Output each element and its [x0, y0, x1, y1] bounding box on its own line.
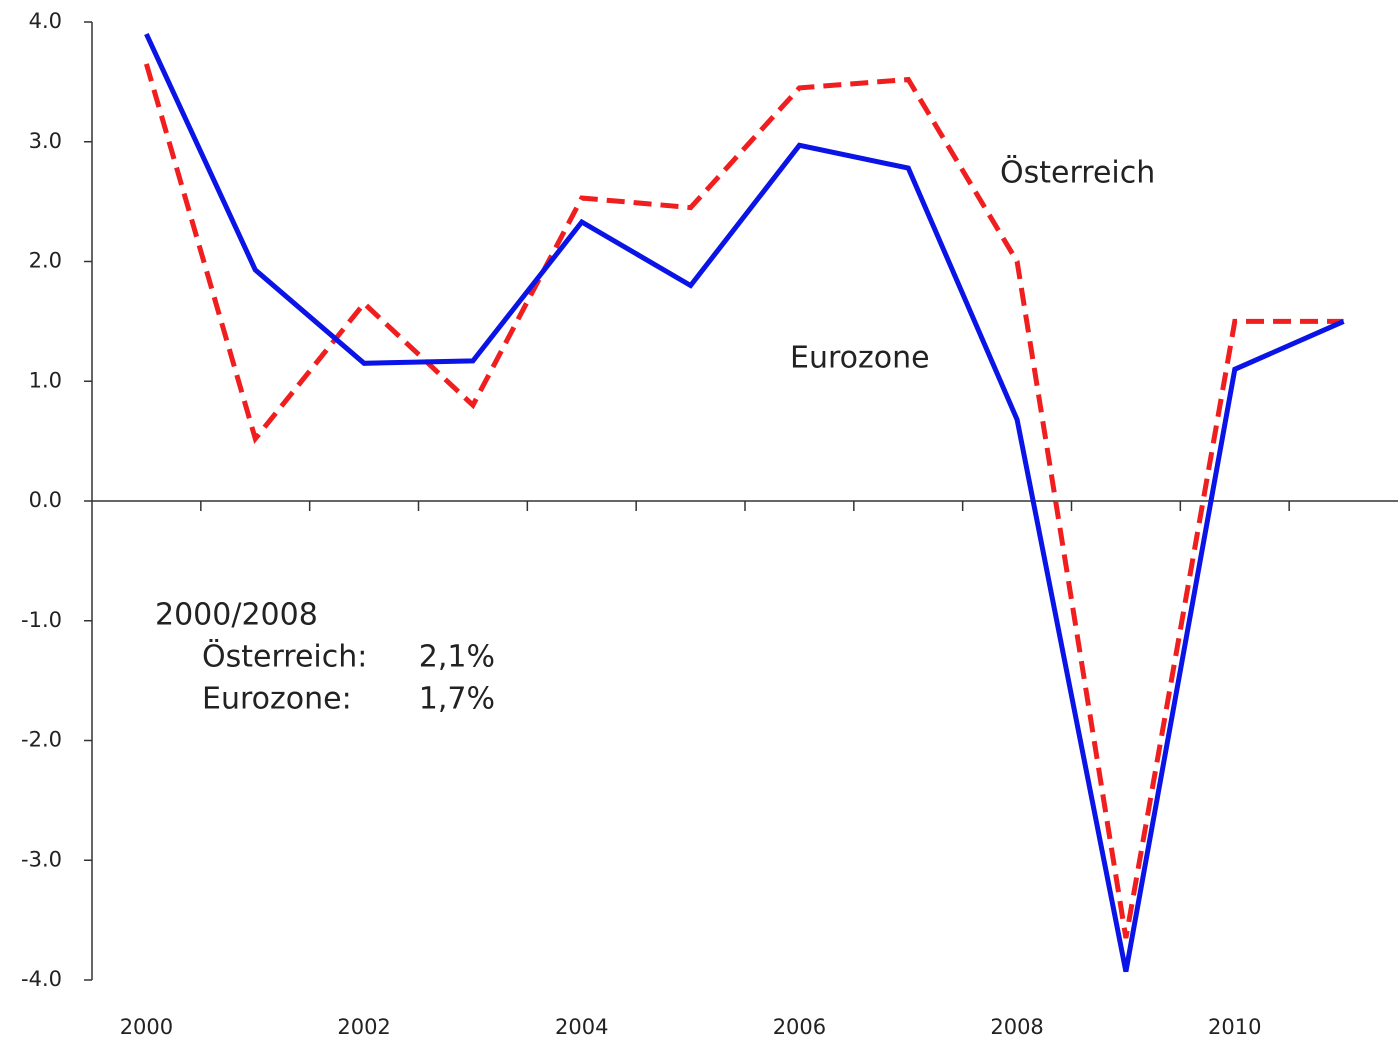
summary-value: 1,7%: [419, 682, 495, 717]
y-tick-label: -2.0: [21, 728, 62, 752]
summary-title: 2000/2008: [155, 598, 318, 633]
x-tick-label: 2008: [990, 1015, 1043, 1039]
series-line: [143, 63, 1344, 939]
summary-value: 2,1%: [419, 640, 495, 675]
x-tick-label: 2000: [120, 1015, 173, 1039]
y-tick-label: -1.0: [21, 608, 62, 632]
x-tick-label: 2002: [337, 1015, 390, 1039]
y-tick-label: 0.0: [29, 488, 62, 512]
y-tick-label: 4.0: [29, 9, 62, 33]
x-tick-label: 2004: [555, 1015, 608, 1039]
y-tick-label: 2.0: [29, 249, 62, 273]
y-tick-label: -3.0: [21, 847, 62, 871]
y-tick-label: 1.0: [29, 368, 62, 392]
summary-label: Österreich:: [202, 639, 367, 675]
series-label: Eurozone: [790, 341, 930, 376]
series-label: Österreich: [1000, 155, 1155, 191]
series-line: [144, 32, 1345, 973]
y-tick-label: -4.0: [21, 967, 62, 991]
x-tick-label: 2010: [1208, 1015, 1261, 1039]
x-tick-label: 2006: [773, 1015, 826, 1039]
summary-label: Eurozone:: [202, 682, 352, 717]
y-tick-label: 3.0: [29, 129, 62, 153]
